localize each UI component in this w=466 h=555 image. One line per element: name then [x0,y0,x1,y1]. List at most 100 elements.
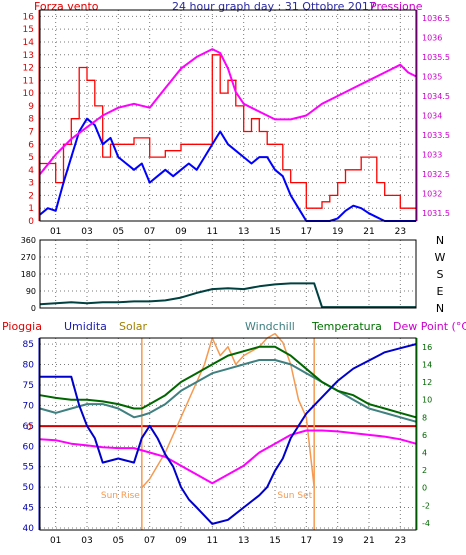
humidity-label: Umidita [64,320,107,333]
p3-left-tick: 55 [23,463,34,473]
p3-left-tick: 40 [23,524,35,534]
p3-x-tick: 23 [395,536,406,546]
wind-speed-label: Forza vento [34,0,99,13]
p3-right-tick: 8 [422,413,427,422]
p1-right-tick: 1033 [422,151,442,160]
p3-x-tick: 07 [144,536,155,546]
p1-x-tick: 01 [50,227,61,237]
p1-left-tick: 9 [28,102,34,112]
p3-left-tick: 45 [23,504,34,514]
p1-left-tick: 3 [28,179,34,189]
p3-left-tick: 70 [23,401,35,411]
p3-x-tick: 01 [50,536,61,546]
p2-left-tick: 270 [21,253,36,262]
p1-right-tick: 1035 [422,72,442,81]
p3-left-tick: 65 [23,422,34,432]
p1-x-tick: 15 [269,227,280,237]
p1-right-tick: 1034.5 [422,92,450,101]
p3-right-tick: 16 [422,343,432,352]
p3-left-tick: 75 [23,381,34,391]
p3-right-tick: 0 [422,484,427,493]
p3-right-tick: 6 [422,431,427,440]
sunset-label: Sun Set [277,491,312,501]
p2-left-tick: 360 [21,236,36,245]
p1-left-tick: 16 [23,12,35,22]
p1-left-tick: 10 [23,89,35,99]
p1-right-tick: 1034 [422,112,442,121]
chart-title: 24 hour graph day : 31 Ottobre 2017 [172,0,376,13]
wind-direction-panel: 360 N 270 W 180 S 90 E 0 N [21,234,446,315]
pressure-line [39,48,417,175]
p1-x-tick: 19 [332,227,344,237]
p3-x-tick: 15 [269,536,280,546]
wind-average-line [39,117,416,222]
p3-x-tick: 13 [238,536,249,546]
solar-line [141,332,315,489]
compass-label: E [437,285,444,298]
pressure-label: Pressione [370,0,423,13]
p1-x-tick: 23 [395,227,406,237]
p3-right-tick: 10 [422,396,432,405]
p1-x-tick: 03 [81,227,92,237]
compass-label: N [436,234,444,247]
p1-frame [39,9,417,222]
p1-x-tick: 05 [113,227,124,237]
p1-right-tick: 1032.5 [422,170,450,179]
p1-x-tick: 09 [175,227,187,237]
p3-right-tick: 4 [422,448,427,457]
wind-direction-line [39,282,416,309]
p1-left-tick: 2 [28,191,34,201]
p1-left-tick: 15 [23,25,34,35]
p1-left-tick: 6 [28,140,34,150]
p3-right-tick: 14 [422,360,432,369]
p1-left-tick: 5 [28,153,34,163]
solar-label: Solar [119,320,148,333]
p3-right-tick: -4 [422,519,430,528]
p1-left-tick: 0 [28,217,34,227]
p1-left-tick: 13 [23,51,34,61]
sunrise-label: Sun Rise [101,491,140,501]
p2-left-tick: 0 [31,304,36,313]
p1-left-tick: 1 [28,204,34,214]
temperature-label: Temperatura [311,320,382,333]
p1-left-tick: 7 [28,127,34,137]
p1-left-tick: 12 [23,64,34,74]
p2-left-tick: 180 [21,270,36,279]
temperature-line [39,345,417,419]
compass-label: W [435,251,446,264]
p1-right-tick: 1035.5 [422,53,450,62]
p3-x-tick: 09 [175,536,187,546]
p3-left-tick: 50 [23,483,35,493]
dewpoint-label: Dew Point (°C) [393,320,466,333]
temperature-humidity-panel: 85 80 75 70 65 60 55 50 45 40 16 14 12 10 8 6 4 2 0 -2 -4 0 Su… [23,332,432,546]
p3-x-tick: 03 [81,536,92,546]
p1-right-tick: 1036 [422,33,442,42]
p3-frame [39,337,417,531]
p3-x-tick: 05 [113,536,124,546]
dewpoint-line [39,429,417,485]
p1-right-tick: 1036.5 [422,14,450,23]
rain-zero-tick: 0 [26,423,32,433]
p1-x-tick: 21 [363,227,374,237]
p1-right-tick: 1032 [422,190,442,199]
compass-label: N [436,302,444,315]
p3-right-tick: 2 [422,466,427,475]
p3-x-tick: 21 [363,536,374,546]
p3-x-tick: 19 [332,536,344,546]
wind-pressure-panel: 1615141312111098765432101036.510361035.5… [23,9,450,237]
windchill-label: Windchill [245,320,295,333]
p3-right-tick: 12 [422,378,432,387]
p1-x-tick: 17 [301,227,312,237]
p1-left-tick: 8 [28,115,34,125]
p1-right-tick: 1031.5 [422,209,450,218]
p1-left-tick: 4 [28,166,34,176]
humidity-line [40,343,417,525]
windchill-line [39,359,417,423]
p3-right-tick: -2 [422,501,430,510]
p3-left-tick: 80 [23,361,35,371]
p3-x-tick: 17 [301,536,312,546]
wind-gust-line [40,54,416,209]
compass-label: S [437,268,444,281]
